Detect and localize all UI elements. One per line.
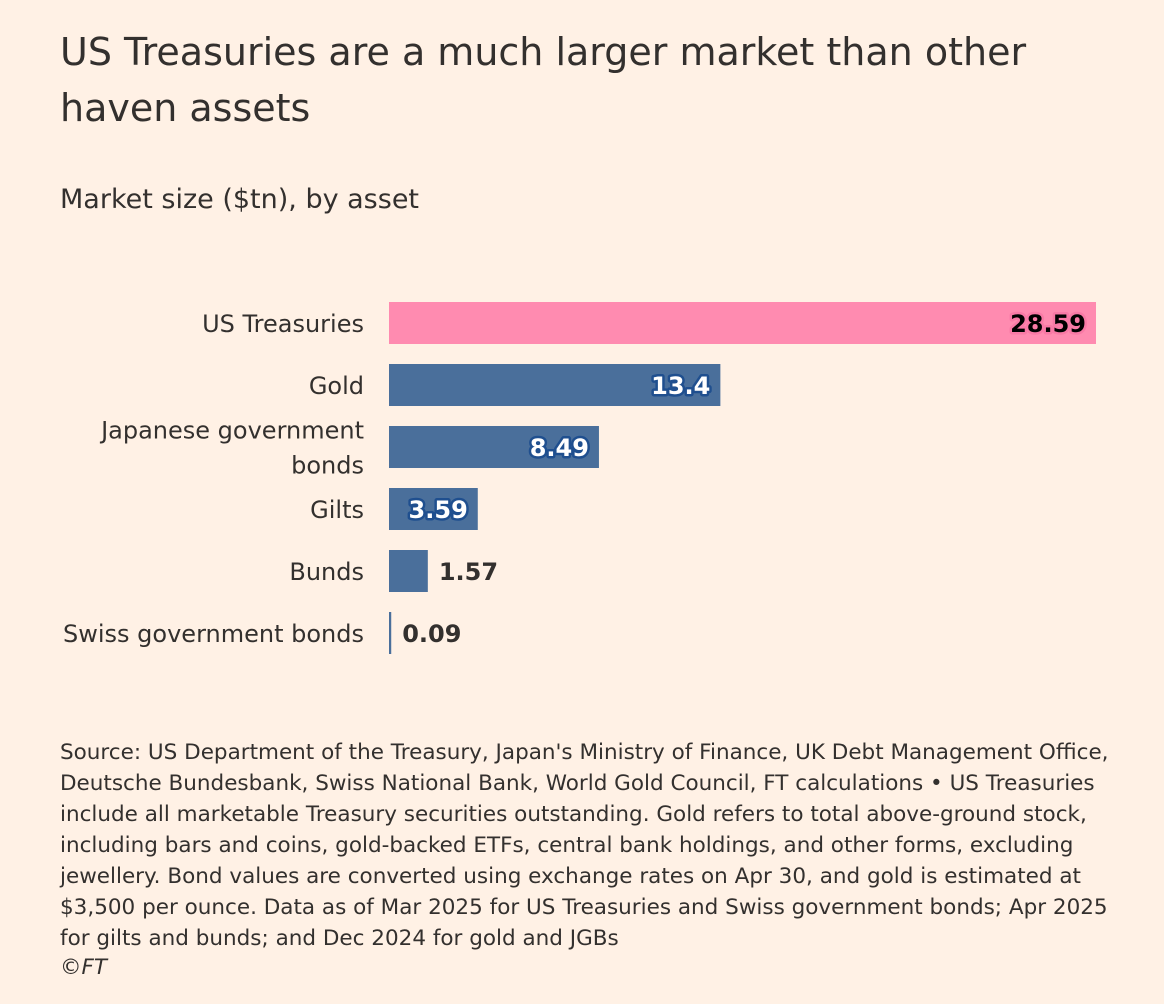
bar-2 <box>389 426 599 468</box>
value-label-0: 28.59 <box>1010 310 1086 338</box>
value-label-3: 3.59 <box>409 496 468 524</box>
chart-title: US Treasuries are a much larger market t… <box>60 30 1027 130</box>
bar-chart: US Treasuries 28.59 Gold 13.4 Japanese gover… <box>0 290 1164 670</box>
source-note: Source: US Department of the Treasury, J… <box>60 740 1109 951</box>
bar-1 <box>389 364 721 406</box>
bar-chart-svg: US Treasuries 28.59 Gold 13.4 Japanese gover… <box>63 302 1096 654</box>
category-label-1: Gold <box>309 372 364 400</box>
bar-4 <box>389 550 428 592</box>
chart-subtitle: Market size ($tn), by asset <box>60 184 420 215</box>
category-label-4: Bunds <box>289 558 364 586</box>
category-label-3: Gilts <box>310 496 364 524</box>
category-label-0: US Treasuries <box>202 310 364 338</box>
copyright: ©FT <box>60 955 107 980</box>
category-label-5: Swiss government bonds <box>63 620 364 648</box>
bar-3 <box>389 488 478 530</box>
bar-0 <box>389 302 1096 344</box>
category-label-2: Japanese government bonds <box>99 417 364 480</box>
bar-5 <box>389 612 392 654</box>
value-label-4: 1.57 <box>439 558 498 586</box>
value-label-2: 8.49 <box>530 434 589 462</box>
value-label-1: 13.4 <box>651 372 710 400</box>
value-label-5: 0.09 <box>402 620 461 648</box>
